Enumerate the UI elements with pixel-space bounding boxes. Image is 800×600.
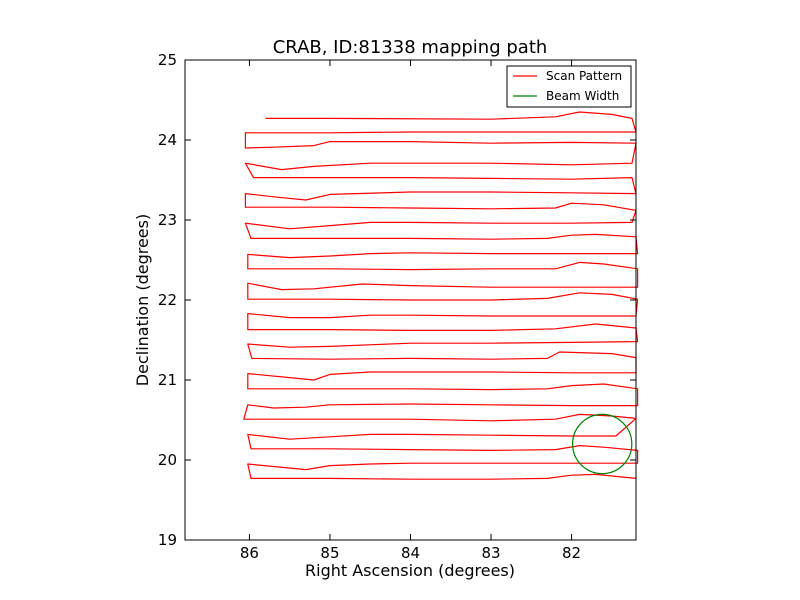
y-tick-label: 24 [158, 131, 177, 149]
y-tick-label: 22 [158, 291, 177, 309]
y-tick-label: 21 [158, 371, 177, 389]
x-tick-label: 83 [481, 544, 500, 562]
y-tick-label: 19 [158, 531, 177, 549]
y-tick-label: 23 [158, 211, 177, 229]
x-tick-label: 85 [320, 544, 339, 562]
y-axis-label: Declination (degrees) [133, 214, 152, 386]
chart-title: CRAB, ID:81338 mapping path [273, 37, 548, 58]
legend-label: Scan Pattern [546, 69, 622, 83]
legend-box [506, 65, 632, 108]
y-tick-label: 25 [158, 51, 177, 69]
beam-width-circle [572, 413, 633, 475]
y-tick-label: 20 [158, 451, 177, 469]
x-tick-label: 82 [562, 544, 581, 562]
legend: Scan Pattern Beam Width [506, 65, 632, 108]
x-tick-label: 84 [401, 544, 420, 562]
x-axis-label: Right Ascension (degrees) [305, 561, 515, 580]
x-tick-label: 86 [240, 544, 259, 562]
y-axis: 19 20 21 22 23 24 25 [158, 51, 636, 549]
legend-label: Beam Width [546, 89, 619, 103]
x-axis: 86 85 84 83 82 [240, 60, 581, 562]
